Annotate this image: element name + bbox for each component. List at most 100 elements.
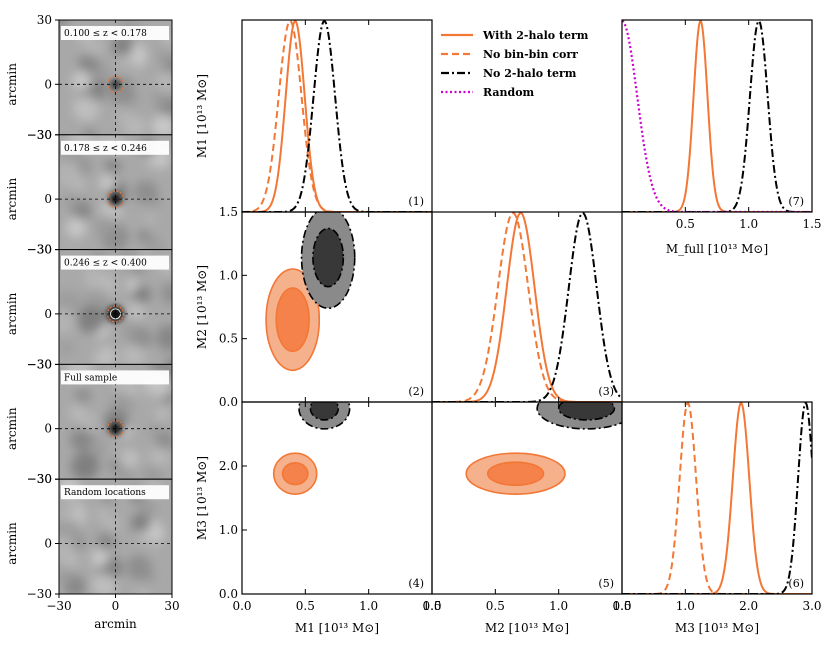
stamp-blob [126, 554, 152, 581]
ylabel-m1: M1 [10¹³ M⊙] [195, 74, 209, 158]
stamp-blob [163, 56, 172, 74]
stamp-blob [107, 76, 135, 104]
panel-content [265, 212, 356, 372]
stamp-ytick-label: 0 [44, 536, 52, 550]
stamp-ylabel: arcmin [5, 292, 19, 335]
posterior-mfull-no-2-halo-term [622, 20, 812, 212]
stamp-blob [121, 319, 139, 338]
posterior-corner-plot: (1)(2) (3)(4) (5) (6)(7)0.0 0.5 1.0 1.50.0 0.5 1… [195, 19, 822, 635]
legend: With 2-halo term No bin-bin corr No 2-halo… [441, 29, 589, 99]
panel-frame [621, 19, 813, 213]
panel-frame [621, 401, 813, 595]
stamp-panel: 0.100 ≤ z < 0.178 30 0 −30 arcmin [5, 13, 173, 142]
posterior-m1-no-bin-bin-corr [242, 20, 432, 212]
ylabel-m3: M3 [10¹³ M⊙] [195, 456, 209, 540]
stamp-ylabel: arcmin [5, 63, 19, 106]
stamp-blob [71, 452, 99, 480]
legend-label: With 2-halo term [482, 29, 589, 42]
stamp-blob [122, 343, 146, 365]
xlabel-mfull: M_full [10¹³ M⊙] [666, 242, 768, 256]
stamp-blob [144, 212, 156, 225]
stamp-ytick-label: −30 [27, 128, 52, 142]
stamp-blob [87, 338, 103, 355]
stack-map-column: 0.100 ≤ z < 0.178 30 0 −30 arcmin 0.178 ≤ z <… [5, 13, 180, 631]
stamp-blob [73, 95, 99, 121]
stamp-ytick-label: −30 [27, 243, 52, 257]
stamp-blob [59, 20, 67, 27]
stamp-blob [59, 494, 74, 517]
x-tick-label: 1.5 [612, 599, 631, 613]
stamp-blob [97, 532, 115, 551]
y-tick-label: 1.5 [219, 205, 238, 219]
xlabel-m3: M3 [10¹³ M⊙] [675, 621, 759, 635]
stamp-blob [82, 264, 104, 287]
panel-frame [431, 401, 623, 595]
stamp-blob [114, 442, 126, 455]
stamp-blob [59, 535, 75, 564]
stamp-ytick-label: 30 [37, 13, 52, 27]
stamp-ytick-label: 0 [44, 307, 52, 321]
ylabel-m2: M2 [10¹³ M⊙] [195, 265, 209, 349]
stamp-label-box [61, 26, 169, 40]
stamp-ytick-label: 0 [44, 77, 52, 91]
stamp-blob [103, 515, 121, 534]
stamp-blob [65, 193, 79, 208]
x-tick-label: 1.0 [549, 599, 568, 613]
stamp-label-box [61, 370, 169, 385]
stamp-blob [156, 49, 168, 61]
y-tick-label: 1.0 [219, 523, 238, 537]
xlabel-m1: M1 [10¹³ M⊙] [295, 621, 379, 635]
stamp-xtick-label: 0 [112, 599, 120, 613]
stamp-blob [66, 217, 86, 238]
stamp-blob [70, 428, 92, 451]
stamp-blob [77, 305, 105, 334]
panel-content [242, 20, 432, 212]
legend-label: No bin-bin corr [483, 48, 578, 61]
contour-68 [557, 402, 616, 421]
posterior-m3-no-bin-bin-corr [622, 402, 812, 594]
stamp-blob [91, 549, 109, 568]
stamp-xtick-label: 30 [164, 599, 179, 613]
stamp-ytick-label: −30 [27, 357, 52, 371]
posterior-m3-with-2-halo-term [622, 402, 812, 594]
legend-label: Random [483, 86, 535, 99]
contour-68 [309, 402, 340, 421]
x-tick-label: 1.5 [802, 217, 821, 231]
y-tick-label: 2.0 [219, 459, 238, 473]
stamp-blob [105, 157, 121, 174]
stamp-blob [69, 404, 85, 421]
stamp-blob [138, 390, 164, 417]
y-tick-label: 1.0 [219, 268, 238, 282]
stamp-image [59, 249, 172, 365]
stamp-xlabel: arcmin [94, 617, 137, 631]
stamp-blob [59, 307, 75, 334]
stamp-blob [75, 387, 91, 404]
panel-content [432, 212, 622, 402]
stamp-blob [149, 447, 169, 468]
y-tick-label: 0.0 [219, 587, 238, 601]
stamp-blob [96, 508, 108, 521]
stamp-blob [59, 160, 81, 187]
stamp-ytick-label: −30 [27, 243, 52, 257]
stamp-blob [138, 249, 150, 257]
x-tick-label: 0.0 [232, 599, 251, 613]
stamp-ytick-label: −30 [27, 128, 52, 142]
stamp-label: 0.178 ≤ z < 0.246 [64, 144, 147, 154]
panel-content [622, 20, 812, 212]
stamp-ylabel: arcmin [5, 522, 19, 565]
stamp-label-box [61, 485, 169, 500]
stamp-label: 0.100 ≤ z < 0.178 [64, 29, 147, 39]
panel-number: (7) [788, 195, 804, 208]
legend-label: No 2-halo term [483, 67, 577, 80]
stamp-blob [152, 114, 172, 135]
stamp-blob [92, 573, 116, 595]
panel-number: (1) [408, 195, 424, 208]
panel-frame [431, 211, 623, 403]
stamp-label: Random locations [64, 488, 146, 498]
x-tick-label: 0.5 [486, 599, 505, 613]
stamp-blob [59, 568, 73, 585]
stamp-ytick-label: −30 [27, 587, 52, 601]
stamp-blob [131, 513, 151, 534]
x-tick-label: 0.5 [296, 599, 315, 613]
stamp-blob [94, 215, 116, 238]
